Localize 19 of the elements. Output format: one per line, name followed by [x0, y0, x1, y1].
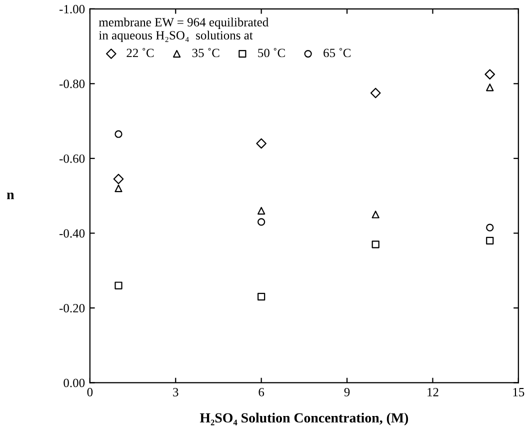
x-tick-label: 3	[173, 388, 178, 396]
x-tick-label: 0	[87, 388, 93, 396]
legend-label: 22 ˚C	[126, 48, 154, 58]
y-tick-label: -0.40	[59, 229, 85, 238]
y-axis-title: n	[6, 192, 14, 200]
x-tick-label: 6	[258, 388, 264, 396]
y-tick-label: -1.00	[59, 4, 85, 14]
y-tick-label: -0.80	[59, 80, 85, 88]
legend-label: 65 ˚C	[324, 48, 350, 58]
x-tick-label: 15	[513, 388, 524, 396]
legend-label: 50 ˚C	[258, 48, 285, 58]
x-tick-label: 12	[428, 388, 438, 396]
x-tick-label: 9	[344, 388, 350, 396]
y-tick-label: -0.20	[59, 304, 85, 312]
y-tick-label: 0.00	[64, 378, 85, 388]
y-tick-label: -0.60	[59, 154, 85, 163]
legend-label: 35 ˚C	[192, 48, 220, 58]
legend-title: membrane EW = 964 equilibrated in aqueous H₂SO₄ solutions at	[98, 18, 268, 42]
x-axis-title: H₂SO₄ Solution Concentration, (M)	[200, 412, 408, 426]
